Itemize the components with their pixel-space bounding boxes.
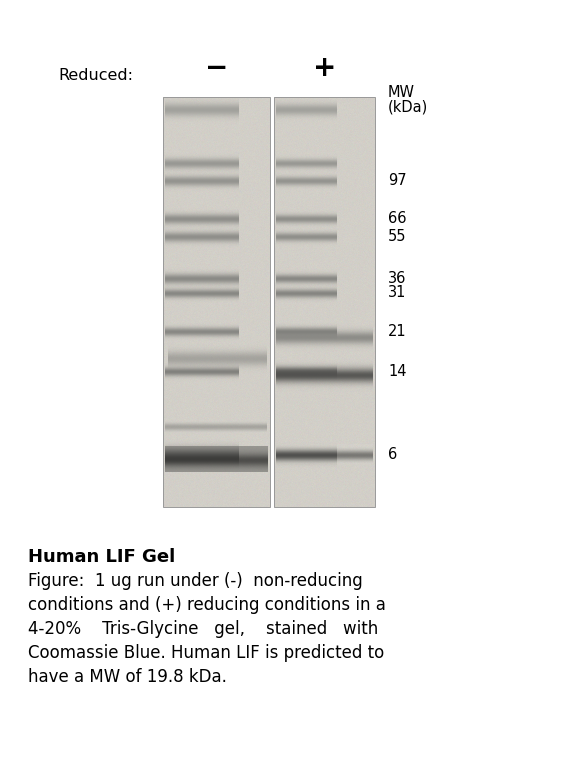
- Text: conditions and (+) reducing conditions in a: conditions and (+) reducing conditions i…: [28, 596, 386, 614]
- Text: 4-20%    Tris-Glycine   gel,    stained   with: 4-20% Tris-Glycine gel, stained with: [28, 620, 378, 638]
- Text: 6: 6: [388, 448, 397, 462]
- Text: 97: 97: [388, 173, 407, 188]
- Text: MW: MW: [388, 85, 415, 100]
- Text: 36: 36: [388, 270, 406, 286]
- Text: 55: 55: [388, 229, 406, 244]
- Text: Reduced:: Reduced:: [58, 68, 133, 82]
- Text: −: −: [205, 54, 228, 82]
- Text: Human LIF Gel: Human LIF Gel: [28, 548, 175, 566]
- Text: 21: 21: [388, 324, 407, 339]
- Text: 14: 14: [388, 364, 406, 378]
- Text: Coomassie Blue. Human LIF is predicted to: Coomassie Blue. Human LIF is predicted t…: [28, 644, 384, 662]
- Text: have a MW of 19.8 kDa.: have a MW of 19.8 kDa.: [28, 668, 227, 686]
- Bar: [274, 97, 375, 507]
- Text: +: +: [313, 54, 336, 82]
- Text: (kDa): (kDa): [388, 100, 428, 115]
- Text: Figure:  1 ug run under (-)  non-reducing: Figure: 1 ug run under (-) non-reducing: [28, 572, 363, 590]
- Text: 66: 66: [388, 211, 406, 226]
- Text: 31: 31: [388, 285, 406, 301]
- Bar: [163, 97, 270, 507]
